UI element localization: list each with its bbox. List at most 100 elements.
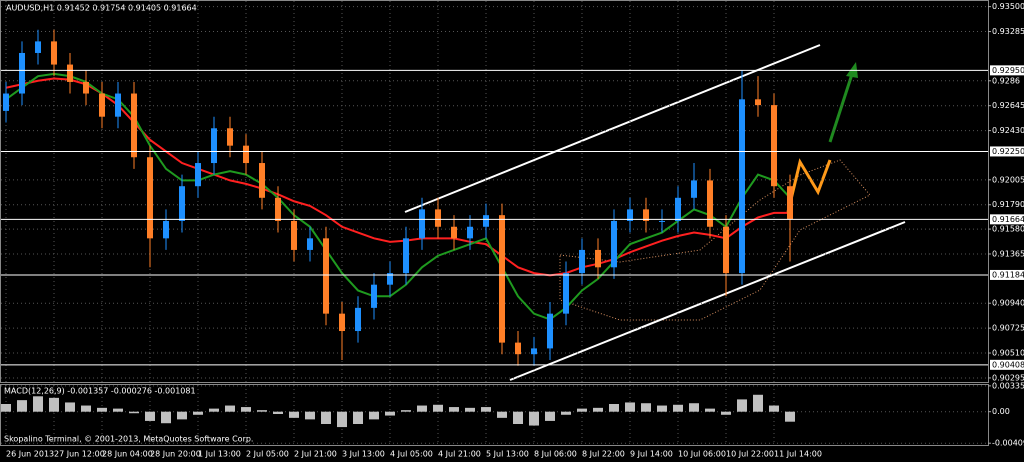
candle-body bbox=[163, 220, 169, 239]
x-tick-label: 1 Jul 13:00 bbox=[198, 450, 241, 459]
x-tick-label: 28 Jun 20:00 bbox=[150, 450, 201, 459]
level-label: 0.91664 bbox=[992, 215, 1024, 224]
candle-body bbox=[771, 105, 777, 187]
candle-body bbox=[467, 226, 473, 239]
macd-bar bbox=[33, 396, 43, 412]
y-tick-label: 0.90725 bbox=[992, 324, 1024, 333]
candle-body bbox=[707, 180, 713, 227]
candle-body bbox=[499, 215, 505, 343]
candle-body bbox=[627, 209, 633, 221]
macd-bar bbox=[753, 394, 763, 412]
macd-title: MACD(12,26,9) -0.001357 -0.000276 -0.001… bbox=[4, 387, 196, 396]
macd-tick-label: 0.00 bbox=[992, 407, 1010, 416]
candle-body bbox=[339, 313, 345, 332]
x-tick-label: 10 Jul 22:00 bbox=[726, 450, 774, 459]
level-box bbox=[990, 269, 1024, 280]
candle-body bbox=[643, 209, 649, 221]
level-label: 0.90408 bbox=[992, 360, 1024, 369]
macd-bar bbox=[369, 411, 379, 420]
x-tick-label: 5 Jul 13:00 bbox=[486, 450, 529, 459]
candle-body bbox=[451, 226, 457, 239]
macd-bar bbox=[1, 404, 11, 412]
candle-body bbox=[275, 197, 281, 221]
y-tick-label: 0.91580 bbox=[992, 225, 1024, 234]
footer: Skopalino Terminal, © 2001-2013, MetaQuo… bbox=[4, 435, 253, 444]
candle-body bbox=[211, 128, 217, 164]
candle-body bbox=[659, 220, 665, 222]
candle-body bbox=[419, 209, 425, 239]
main-frame bbox=[0, 0, 989, 383]
candle-body bbox=[307, 238, 313, 250]
x-tick-label: 9 Jul 14:00 bbox=[630, 450, 673, 459]
candle-body bbox=[515, 342, 521, 355]
candle-body bbox=[755, 99, 761, 106]
candle-body bbox=[435, 209, 441, 227]
candle-body bbox=[51, 41, 57, 65]
macd-bar bbox=[65, 402, 75, 412]
x-tick-label: 11 Jul 14:00 bbox=[774, 450, 822, 459]
candle-body bbox=[195, 163, 201, 187]
level-label: 0.91184 bbox=[992, 270, 1024, 279]
forecast-zigzag bbox=[786, 158, 832, 213]
macd-bar bbox=[465, 407, 475, 412]
macd-bar bbox=[289, 411, 299, 418]
macd-bar bbox=[209, 408, 219, 412]
macd-bar bbox=[49, 397, 59, 412]
macd-bar bbox=[561, 411, 571, 415]
x-tick-label: 8 Jul 22:00 bbox=[582, 450, 625, 459]
candle-body bbox=[739, 99, 745, 274]
candle-body bbox=[483, 215, 489, 227]
candle-body bbox=[35, 41, 41, 53]
chart-title: AUDUSD,H1 0.91452 0.91754 0.91405 0.9166… bbox=[6, 4, 197, 13]
macd-bar bbox=[225, 405, 235, 412]
candle-body bbox=[99, 93, 105, 117]
macd-bar bbox=[721, 411, 731, 415]
macd-bar bbox=[641, 403, 651, 412]
x-tick-label: 26 Jun 2013 bbox=[6, 450, 54, 459]
y-tick-label: 0.92005 bbox=[992, 175, 1024, 184]
x-tick-label: 27 Jun 12:00 bbox=[54, 450, 105, 459]
macd-bar bbox=[513, 411, 523, 424]
level-box bbox=[990, 65, 1024, 76]
candle-body bbox=[83, 81, 89, 94]
ichimoku-cloud bbox=[559, 159, 871, 321]
macd-bar bbox=[433, 404, 443, 412]
candle-body bbox=[291, 220, 297, 250]
x-tick-label: 28 Jun 04:00 bbox=[102, 450, 153, 459]
candle-body bbox=[67, 64, 73, 82]
x-tick-label: 8 Jul 06:00 bbox=[534, 450, 577, 459]
candle-body bbox=[131, 93, 137, 158]
macd-bar bbox=[609, 404, 619, 412]
y-tick-label: 0.91790 bbox=[992, 200, 1024, 209]
macd-bar bbox=[145, 411, 155, 421]
x-tick-label: 4 Jul 05:00 bbox=[390, 450, 433, 459]
y-tick-label: 0.90940 bbox=[992, 299, 1024, 308]
macd-tick-label: 0.003355 bbox=[992, 381, 1024, 390]
macd-bar bbox=[193, 411, 203, 415]
y-tick-label: 0.93500 bbox=[992, 2, 1024, 11]
level-box bbox=[990, 214, 1024, 225]
candle-body bbox=[403, 238, 409, 274]
macd-bar bbox=[177, 411, 187, 420]
x-tick-label: 4 Jul 21:00 bbox=[438, 450, 481, 459]
macd-bar bbox=[17, 400, 27, 412]
candle-body bbox=[323, 238, 329, 314]
candle-body bbox=[243, 145, 249, 164]
y-tick-label: 0.93285 bbox=[992, 27, 1024, 36]
macd-bar bbox=[113, 408, 123, 412]
candle-body bbox=[547, 313, 553, 349]
y-tick-label: 0.92430 bbox=[992, 126, 1024, 135]
macd-bar bbox=[449, 407, 459, 412]
macd-bar bbox=[545, 411, 555, 421]
macd-bar bbox=[417, 405, 427, 412]
macd-bar bbox=[257, 410, 267, 412]
macd-bar bbox=[625, 402, 635, 412]
candle-body bbox=[579, 249, 585, 274]
macd-bar bbox=[241, 407, 251, 412]
y-tick-label: 0.90295 bbox=[992, 373, 1024, 382]
candle-body bbox=[259, 163, 265, 198]
x-tick-label: 2 Jul 21:00 bbox=[294, 450, 337, 459]
x-tick-label: 2 Jul 05:00 bbox=[246, 450, 289, 459]
channel-lower bbox=[509, 221, 906, 381]
candle-body bbox=[3, 93, 9, 111]
